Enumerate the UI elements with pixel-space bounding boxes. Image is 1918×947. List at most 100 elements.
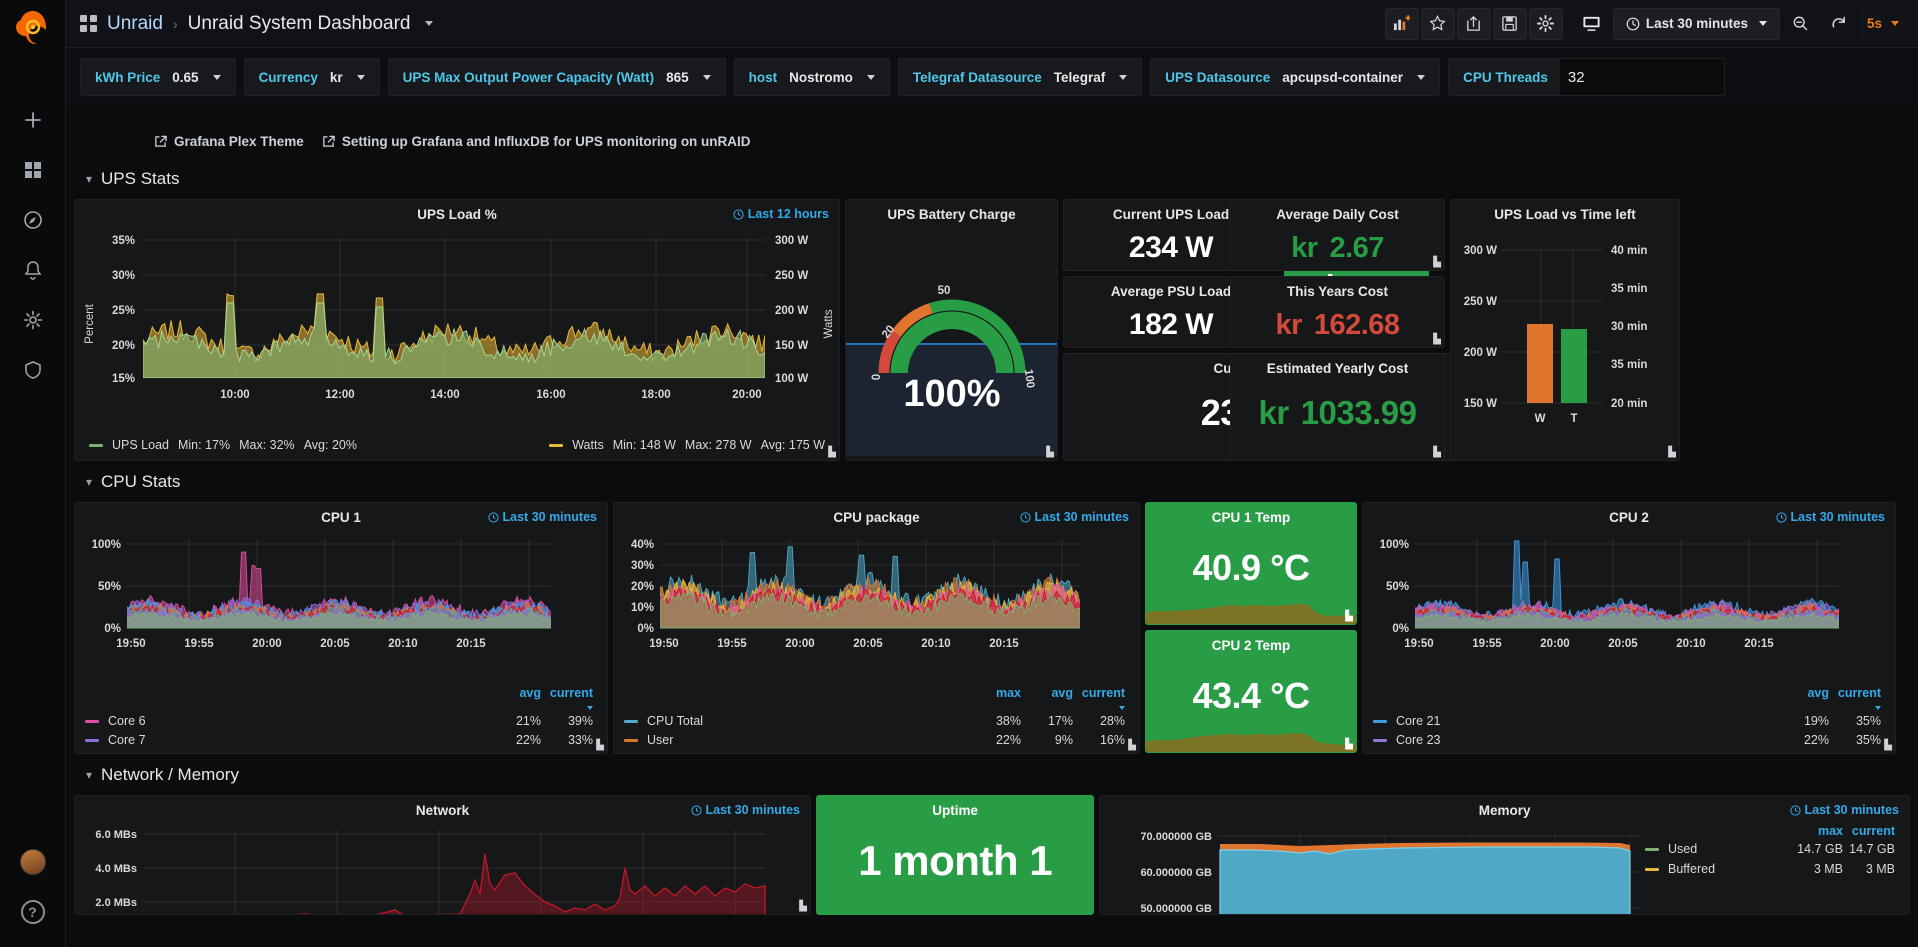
dashboard-dropdown-caret-icon[interactable] bbox=[425, 21, 434, 26]
panel-time-range[interactable]: Last 30 minutes bbox=[487, 510, 597, 524]
variable-value[interactable]: Nostromo bbox=[789, 69, 853, 85]
variable-value[interactable]: Telegraf bbox=[1053, 69, 1106, 85]
legend-color-swatch bbox=[624, 719, 638, 723]
page-title[interactable]: Unraid System Dashboard bbox=[187, 12, 411, 34]
legend-item[interactable]: Core 23 22% 35% bbox=[1363, 733, 1895, 747]
legend-header-max[interactable]: max bbox=[995, 686, 1021, 700]
panel-time-range[interactable]: Last 30 minutes bbox=[1775, 510, 1885, 524]
legend-header-avg[interactable]: avg bbox=[519, 686, 541, 700]
rail-create-icon[interactable] bbox=[0, 95, 66, 145]
variable-value[interactable]: apcupsd-container bbox=[1282, 69, 1404, 85]
variable-value[interactable]: 0.65 bbox=[172, 69, 199, 85]
refresh-dashboard-button[interactable] bbox=[1821, 7, 1856, 40]
panel-resize-handle[interactable]: ▙ bbox=[1884, 740, 1892, 751]
chevron-down-icon[interactable] bbox=[212, 74, 221, 80]
dashboard-link-grafana-plex-theme[interactable]: Grafana Plex Theme bbox=[154, 134, 304, 149]
row-title: CPU Stats bbox=[101, 472, 181, 491]
variable-value[interactable]: kr bbox=[329, 69, 343, 85]
grafana-logo-icon[interactable] bbox=[13, 8, 53, 53]
legend-item[interactable]: Core 21 19% 35% bbox=[1363, 714, 1895, 728]
legend-item[interactable]: CPU Total 38% 17% 28% bbox=[614, 714, 1139, 728]
legend-header-avg[interactable]: avg bbox=[1051, 686, 1073, 700]
legend-item[interactable]: User 22% 9% 16% bbox=[614, 733, 1139, 747]
legend-item[interactable]: Core 7 22% 33% bbox=[75, 733, 607, 747]
panel-time-range[interactable]: Last 30 minutes bbox=[690, 803, 800, 817]
chevron-down-icon[interactable] bbox=[702, 74, 711, 80]
variable-value[interactable]: 865 bbox=[666, 69, 689, 85]
panel-resize-handle[interactable]: ▙ bbox=[596, 740, 604, 751]
y-tick-left: 20% bbox=[112, 340, 135, 352]
dashboard-settings-button[interactable] bbox=[1528, 7, 1563, 40]
mark-favorite-button[interactable] bbox=[1420, 7, 1455, 40]
panel-cpu-package: CPU package Last 30 minutes 40% 30% 20% … bbox=[613, 502, 1140, 754]
legend-header-avg[interactable]: avg bbox=[1807, 686, 1829, 700]
legend-header-current[interactable]: current bbox=[541, 686, 593, 714]
variable-ups-max-output-power-capacity[interactable]: UPS Max Output Power Capacity (Watt) 865 bbox=[387, 58, 726, 96]
panel-resize-handle[interactable]: ▙ bbox=[1046, 447, 1054, 458]
x-tick: 12:00 bbox=[325, 389, 354, 401]
variable-cpu-threads[interactable]: CPU Threads bbox=[1448, 58, 1725, 96]
panel-resize-handle[interactable]: ▙ bbox=[1668, 447, 1676, 458]
refresh-interval-picker[interactable]: 5s bbox=[1859, 7, 1906, 40]
help-icon[interactable]: ? bbox=[0, 887, 66, 937]
rail-explore-icon[interactable] bbox=[0, 195, 66, 245]
panel-resize-handle[interactable]: ▙ bbox=[1433, 334, 1441, 345]
panel-resize-handle[interactable]: ▙ bbox=[799, 901, 807, 912]
legend-avg: Avg: 20% bbox=[303, 438, 357, 452]
legend-header-max[interactable]: max bbox=[1817, 824, 1843, 838]
legend-header-current[interactable]: current bbox=[1073, 686, 1125, 714]
time-range-picker[interactable]: Last 30 minutes bbox=[1612, 7, 1780, 40]
chevron-down-icon[interactable] bbox=[1417, 74, 1426, 80]
panel-resize-handle[interactable]: ▙ bbox=[1345, 611, 1353, 622]
rail-dashboards-icon[interactable] bbox=[0, 145, 66, 195]
chevron-down-icon[interactable] bbox=[1119, 74, 1128, 80]
rail-server-admin-icon[interactable] bbox=[0, 345, 66, 395]
legend-header-current[interactable]: current bbox=[1829, 686, 1881, 714]
panel-time-range[interactable]: Last 30 minutes bbox=[1019, 510, 1129, 524]
panel-resize-handle[interactable]: ▙ bbox=[828, 447, 836, 458]
x-tick: 20:05 bbox=[853, 638, 883, 650]
legend-item[interactable]: Core 6 21% 39% bbox=[75, 714, 607, 728]
dashboard-link-ups-monitoring-guide[interactable]: Setting up Grafana and InfluxDB for UPS … bbox=[322, 134, 751, 149]
tv-mode-button[interactable] bbox=[1574, 7, 1609, 40]
rail-alerting-icon[interactable] bbox=[0, 245, 66, 295]
panel-resize-handle[interactable]: ▙ bbox=[1433, 257, 1441, 268]
zoom-out-time-button[interactable] bbox=[1783, 7, 1818, 40]
panel-time-range[interactable]: Last 30 minutes bbox=[1789, 803, 1899, 817]
rail-configuration-icon[interactable] bbox=[0, 295, 66, 345]
share-dashboard-button[interactable] bbox=[1456, 7, 1491, 40]
variable-ups-datasource[interactable]: UPS Datasource apcupsd-container bbox=[1150, 58, 1441, 96]
bar-watts bbox=[1527, 324, 1553, 403]
row-header-ups-stats[interactable]: ▾ UPS Stats bbox=[66, 158, 1918, 199]
stat-prefix: kr bbox=[1258, 394, 1290, 431]
chevron-down-icon[interactable] bbox=[866, 74, 875, 80]
add-panel-button[interactable] bbox=[1384, 7, 1419, 40]
row-header-cpu-stats[interactable]: ▾ CPU Stats bbox=[66, 461, 1918, 502]
chevron-down-icon[interactable] bbox=[356, 74, 365, 80]
panel-time-range[interactable]: Last 12 hours bbox=[733, 207, 829, 221]
legend-item[interactable]: UPS Load Min: 17% Max: 32% Avg: 20% bbox=[75, 438, 371, 452]
x-tick: 20:15 bbox=[989, 638, 1019, 650]
panel-resize-handle[interactable]: ▙ bbox=[1345, 739, 1353, 750]
variable-label: Telegraf Datasource bbox=[912, 69, 1042, 85]
panel-title: UPS Load vs Time left bbox=[1494, 206, 1636, 222]
legend-item[interactable]: Used 14.7 GB 14.7 GB bbox=[1645, 842, 1895, 856]
panel-resize-handle[interactable]: ▙ bbox=[1128, 740, 1136, 751]
link-label: Setting up Grafana and InfluxDB for UPS … bbox=[341, 133, 751, 149]
dashboard-grid-icon[interactable] bbox=[80, 15, 97, 32]
save-dashboard-button[interactable] bbox=[1492, 7, 1527, 40]
user-avatar[interactable] bbox=[0, 837, 66, 887]
row-header-network-memory[interactable]: ▾ Network / Memory bbox=[66, 754, 1918, 795]
network-series bbox=[295, 853, 766, 914]
breadcrumb-root-link[interactable]: Unraid bbox=[107, 12, 163, 34]
variable-host[interactable]: host Nostromo bbox=[733, 58, 890, 96]
legend-item[interactable]: Buffered 3 MB 3 MB bbox=[1645, 862, 1895, 876]
legend-header-current[interactable]: current bbox=[1851, 824, 1895, 838]
variable-kwh-price[interactable]: kWh Price 0.65 bbox=[80, 58, 236, 96]
legend-item[interactable]: Watts Min: 148 W Max: 278 W Avg: 175 W bbox=[539, 438, 839, 452]
variable-label: UPS Max Output Power Capacity (Watt) bbox=[402, 69, 655, 85]
cpu-threads-input[interactable] bbox=[1559, 59, 1724, 95]
variable-currency[interactable]: Currency kr bbox=[243, 58, 380, 96]
panel-resize-handle[interactable]: ▙ bbox=[1433, 447, 1441, 458]
variable-telegraf-datasource[interactable]: Telegraf Datasource Telegraf bbox=[897, 58, 1143, 96]
